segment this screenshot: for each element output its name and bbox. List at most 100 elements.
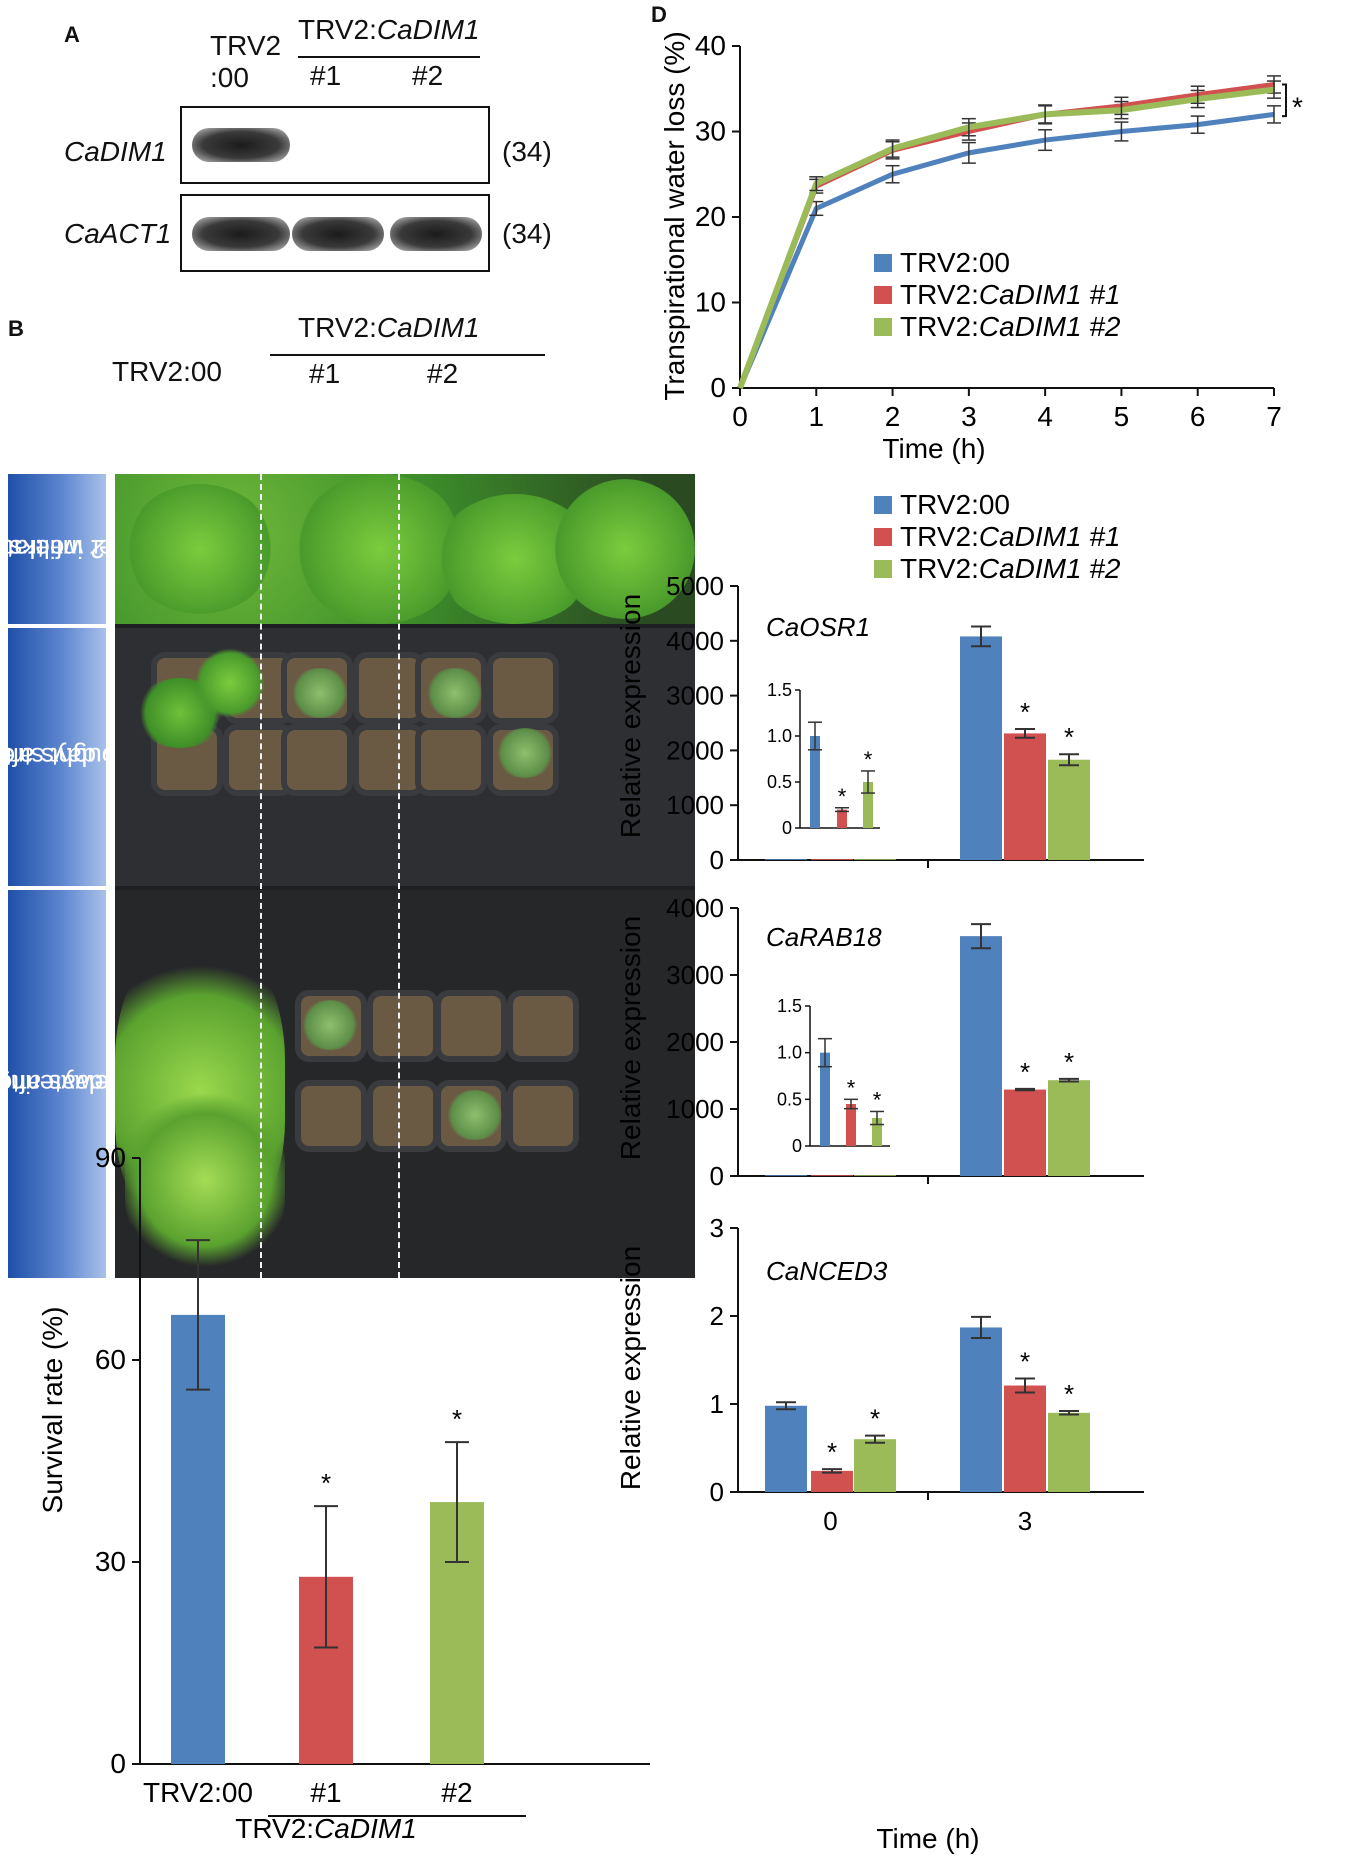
x-tick-label: #1	[310, 1777, 341, 1808]
bar-TRV2:CaDIM1 #2-0	[854, 1175, 896, 1176]
y-tick-label: 30	[95, 1546, 126, 1577]
inset-bar-TRV2:00	[820, 1052, 830, 1146]
y-tick-label: 3000	[666, 681, 724, 711]
significance-mark: *	[847, 1075, 856, 1100]
y-axis-label: Transpirational water loss (%)	[659, 31, 690, 400]
bar-TRV2:CaDIM1 #1-0	[811, 1175, 853, 1176]
significance-mark: *	[1064, 722, 1074, 752]
y-tick-label: 1000	[666, 790, 724, 820]
y-tick-label: 4000	[666, 893, 724, 923]
significance-mark: *	[1020, 1057, 1030, 1087]
inset-y-tick-label: 1.0	[777, 1043, 802, 1063]
photo-divider	[260, 474, 262, 1278]
significance-mark: *	[1064, 1047, 1074, 1077]
gel-band	[292, 217, 384, 251]
inset-y-tick-label: 1.0	[767, 726, 792, 746]
y-tick-label: 40	[695, 30, 726, 61]
panel-label-d: D	[651, 2, 667, 27]
x-tick-label: 6	[1190, 401, 1206, 432]
series-line-1	[737, 81, 1275, 389]
gel-image-caact1	[180, 194, 490, 272]
x-tick-label: 2	[885, 401, 901, 432]
y-tick-label: 30	[695, 116, 726, 147]
plot-area: 0 10 20 30 40 0 1 2 3 4 5 6 7 *	[695, 30, 1303, 432]
photo-group-line	[270, 354, 545, 356]
legend-swatch-trv00	[874, 254, 892, 272]
significance-mark: *	[1064, 1379, 1074, 1409]
x-tick-label: #2	[441, 1777, 472, 1808]
y-tick-label: 0	[710, 1477, 724, 1507]
y-tick-label: 1000	[666, 1094, 724, 1124]
inset-bar-TRV2:CaDIM1 #2	[863, 782, 873, 828]
significance-mark: *	[873, 1087, 882, 1112]
bar-TRV2:CaDIM1 #1-3	[1004, 1089, 1046, 1176]
gel-col-1: #1	[310, 60, 342, 91]
x-tick-label: 0	[823, 1506, 837, 1536]
gel-band	[192, 217, 290, 251]
row-label-2: 14 days afterdrought stress	[0, 628, 139, 886]
y-tick-label: 0	[710, 845, 724, 875]
photo-row-rewatering	[115, 890, 695, 1278]
gel-band	[390, 217, 482, 251]
y-tick-label: 2000	[666, 1027, 724, 1057]
significance-mark: *	[870, 1404, 880, 1434]
photo-col-trv00: TRV2:00	[112, 356, 222, 387]
significance-bracket	[1282, 83, 1287, 118]
legend-swatch-trv00	[874, 496, 892, 514]
y-axis-label: Relative expression	[615, 594, 646, 838]
gel-group-line	[298, 56, 480, 58]
significance-mark: *	[452, 1404, 462, 1434]
gel-band	[192, 128, 290, 162]
inset-bar-TRV2:CaDIM1 #2	[872, 1118, 882, 1146]
photo-divider	[398, 474, 400, 1278]
legend-swatch-trv2	[874, 318, 892, 336]
y-tick-label: 0	[710, 1161, 724, 1191]
inset-y-tick-label: 1.5	[767, 680, 792, 700]
inset-bar-TRV2:00	[810, 736, 820, 828]
bar-TRV2:CaDIM1 #1-3	[1004, 733, 1046, 860]
legend-swatch-trv1	[874, 286, 892, 304]
y-tick-label: 4000	[666, 626, 724, 656]
legend-label-trv00: TRV2:00	[900, 490, 1010, 520]
significance-mark: *	[827, 1437, 837, 1467]
bar-TRV2:CaDIM1 #2-3	[1048, 759, 1090, 860]
inset-bar-TRV2:CaDIM1 #1	[846, 1104, 856, 1146]
bar-TRV2:CaDIM1 #1-0	[811, 1470, 853, 1492]
photo-col-1: #1	[309, 358, 341, 389]
bar-TRV2:CaDIM1 #2-3	[1048, 1080, 1090, 1176]
y-axis-label: Relative expression	[615, 1246, 646, 1490]
gel-cycles-1: (34)	[502, 136, 552, 167]
y-tick-label: 20	[695, 201, 726, 232]
water-loss-chart: Transpirational water loss (%) 0 10 20 30 40…	[659, 30, 1303, 464]
inset-y-tick-label: 0	[782, 818, 792, 838]
bar-TRV2:CaDIM1 #2-3	[1048, 1412, 1090, 1492]
y-tick-label: 0	[710, 372, 726, 403]
x-tick-label: 4	[1037, 401, 1053, 432]
col-trv00-line1: TRV2	[210, 30, 282, 61]
photo-col-2: #2	[427, 358, 459, 389]
legend-label-trv1: TRV2:CaDIM1 #1	[900, 279, 1120, 310]
y-tick-label: 1	[710, 1389, 724, 1419]
y-tick-label: 90	[95, 1142, 126, 1173]
bar-TRV2:00-0	[765, 1405, 807, 1492]
row-label-1: 2 weeksafter infiltration	[0, 474, 142, 624]
y-axis-label: Relative expression	[615, 916, 646, 1160]
row-label-3: 2 days after rewatering	[0, 890, 125, 1278]
x-tick-label: TRV2:00	[143, 1777, 253, 1808]
bar-TRV2:CaDIM1 #1-3	[1004, 1385, 1046, 1492]
x-axis-label: Time (h)	[882, 433, 985, 464]
y-tick-label: 3	[710, 1213, 724, 1243]
legend-swatch-trv1	[874, 528, 892, 546]
photo-row-drought	[115, 628, 695, 886]
significance-mark: *	[1292, 92, 1303, 123]
bar-TRV2:00-3	[960, 636, 1002, 860]
y-tick-label: 5000	[666, 571, 724, 601]
inset-y-tick-label: 0.5	[777, 1089, 802, 1109]
x-axis-label: Time (h)	[876, 1823, 979, 1854]
y-tick-label: 10	[695, 287, 726, 318]
plot-area: 010002000300040005000**00.51.01.5**01000…	[666, 571, 1144, 1536]
inset-y-tick-label: 0	[792, 1136, 802, 1156]
legend-label-trv1: TRV2:CaDIM1 #1	[900, 521, 1120, 552]
gene-label: CaRAB18	[766, 922, 882, 952]
legend-label-trv2: TRV2:CaDIM1 #2	[900, 311, 1121, 342]
